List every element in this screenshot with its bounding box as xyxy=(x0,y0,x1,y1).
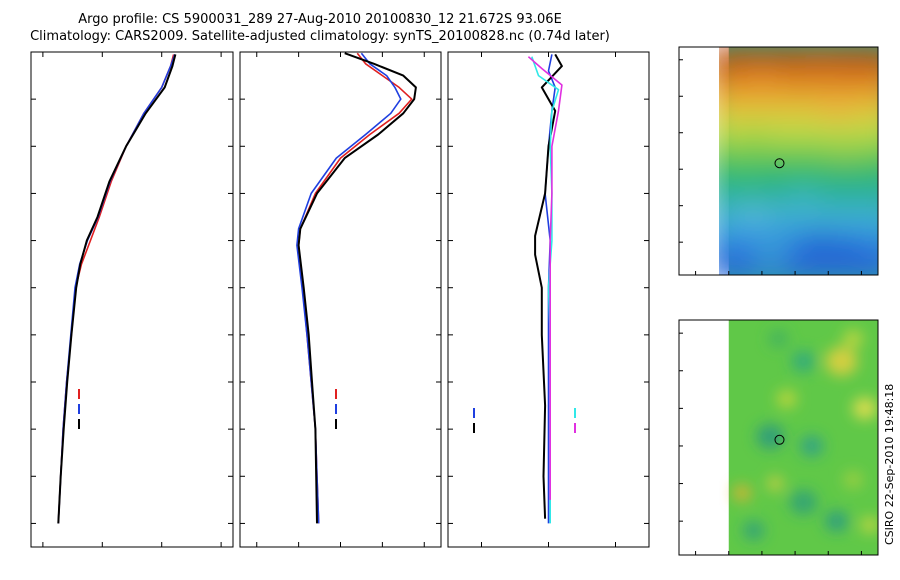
sst-map-panel xyxy=(678,46,879,276)
map-frame xyxy=(678,46,879,276)
heatmap-blob xyxy=(768,329,789,348)
series-line-3-3 xyxy=(531,56,560,524)
heatmap-blob xyxy=(742,520,765,541)
heatmap-blob xyxy=(824,510,849,532)
argo-position-marker xyxy=(774,158,785,169)
heatmap-blob xyxy=(727,168,757,188)
heatmap-band xyxy=(719,125,878,146)
heatmap-blob xyxy=(804,48,836,71)
heatmap-blob xyxy=(776,389,797,408)
series-line-3-1 xyxy=(544,54,557,524)
heatmap-blob xyxy=(767,476,784,491)
heatmap-blob xyxy=(746,65,778,91)
heatmap-bands xyxy=(719,47,878,275)
profile-panel-2 xyxy=(239,51,442,548)
heatmap-band xyxy=(719,107,878,128)
heatmap-blob xyxy=(756,423,785,450)
heatmap-blob xyxy=(860,516,878,534)
argo-position-marker xyxy=(774,434,785,445)
series-line-3-2 xyxy=(534,53,563,519)
profile-panel-3 xyxy=(447,51,650,548)
heatmap-band xyxy=(719,65,878,90)
heatmap-blob xyxy=(843,329,864,348)
heatmap-field xyxy=(719,47,878,275)
profile-panel-1 xyxy=(30,51,234,548)
credit-stamp: CSIRO 22-Sep-2010 19:48:18 xyxy=(883,384,896,545)
heatmap-blob xyxy=(836,238,871,265)
heatmap-blob xyxy=(852,397,877,420)
heatmap-blob xyxy=(825,346,858,376)
plot-frame xyxy=(239,51,442,548)
heatmap-blob xyxy=(736,203,772,227)
series-line-2-3 xyxy=(297,52,417,524)
heatmap-blob xyxy=(829,139,861,163)
heatmap-blob xyxy=(791,350,816,373)
map-frame xyxy=(678,319,879,556)
legend-panel-3 xyxy=(473,408,576,433)
plot-frame xyxy=(30,51,234,548)
heatmap-band xyxy=(719,143,878,164)
heatmap-blob xyxy=(788,183,819,210)
heatmap-blob xyxy=(839,53,867,74)
heatmap-field xyxy=(728,320,878,555)
heatmap-blob xyxy=(797,231,843,264)
sla-map-panel xyxy=(678,319,879,556)
heatmap-blob xyxy=(733,484,752,502)
heatmap-band xyxy=(719,161,878,186)
figure-title-line-2: Climatology: CARS2009. Satellite-adjuste… xyxy=(30,29,610,44)
heatmap-band xyxy=(719,47,878,68)
heatmap-blob xyxy=(789,489,818,515)
heatmap-blob xyxy=(756,245,785,268)
heatmap-band xyxy=(719,87,878,110)
heatmap-blob xyxy=(799,435,824,457)
heatmap-blob xyxy=(843,470,864,489)
figure-title-line-1: Argo profile: CS 5900031_289 27-Aug-2010… xyxy=(78,12,562,27)
series-line-3-4 xyxy=(527,56,563,500)
series-line-1-3 xyxy=(57,54,177,524)
heatmap-blob xyxy=(738,125,769,148)
heatmap-blob xyxy=(822,99,851,123)
heatmap-blobs xyxy=(733,329,878,541)
